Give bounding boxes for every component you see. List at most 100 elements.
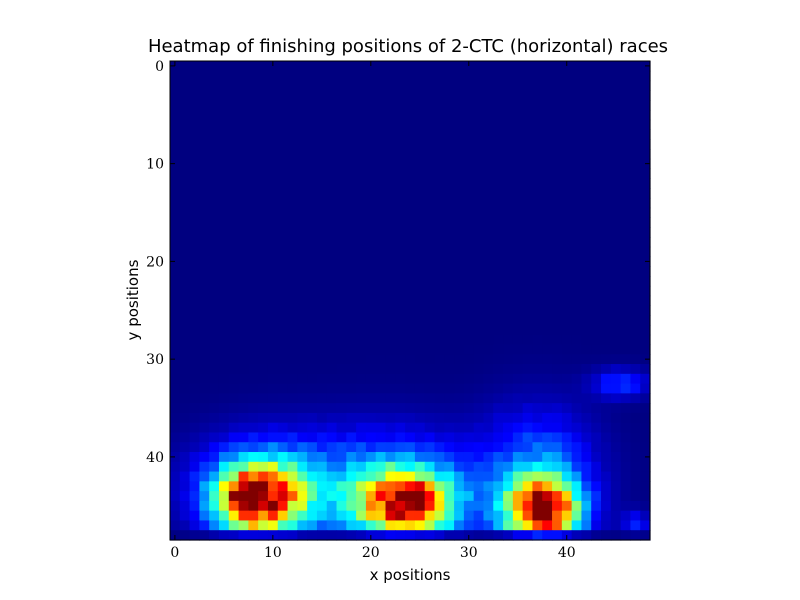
heatmap-cell (189, 461, 200, 473)
heatmap-cell (552, 481, 563, 492)
heatmap-cell (238, 344, 249, 355)
heatmap-cell (346, 373, 357, 385)
heatmap-cell (581, 276, 592, 287)
heatmap-cell (405, 109, 416, 121)
heatmap-cell (199, 500, 210, 512)
heatmap-cell (336, 168, 347, 179)
heatmap-cell (571, 227, 583, 238)
heatmap-cell (414, 471, 426, 482)
heatmap-cell (209, 285, 220, 297)
heatmap-cell (414, 80, 426, 91)
heatmap-cell (316, 403, 328, 414)
heatmap-cell (444, 285, 455, 297)
heatmap-cell (258, 442, 269, 453)
heatmap-cell (591, 158, 602, 170)
heatmap-cell (630, 129, 641, 140)
heatmap-cell (307, 285, 318, 297)
heatmap-cell (581, 295, 592, 306)
heatmap-cell (512, 520, 524, 531)
heatmap-cell (258, 520, 269, 531)
heatmap-cell (326, 364, 338, 375)
heatmap-cell (601, 90, 612, 101)
heatmap-cell (218, 393, 230, 404)
heatmap-cell (287, 334, 298, 346)
heatmap-cell (375, 129, 387, 140)
heatmap-cell (179, 276, 191, 287)
heatmap-cell (170, 256, 181, 267)
heatmap-cell (248, 256, 259, 267)
heatmap-cell (316, 256, 328, 267)
heatmap-cell (228, 334, 240, 346)
heatmap-cell (434, 432, 445, 443)
heatmap-cell (258, 276, 269, 287)
heatmap-cell (395, 285, 406, 297)
heatmap-cell (552, 90, 563, 101)
heatmap-cell (424, 158, 436, 170)
heatmap-cell (444, 236, 455, 248)
heatmap-cell (630, 236, 641, 248)
heatmap-cell (385, 520, 396, 531)
heatmap-cell (522, 168, 534, 179)
heatmap-cell (503, 393, 514, 404)
heatmap-cell (287, 129, 298, 140)
heatmap-cell (297, 256, 308, 267)
heatmap-cell (199, 168, 210, 179)
heatmap-cell (405, 266, 416, 277)
heatmap-cell (522, 256, 534, 267)
heatmap-cell (444, 344, 455, 355)
heatmap-cell (277, 188, 289, 199)
heatmap-cell (473, 197, 485, 209)
heatmap-cell (493, 383, 504, 394)
heatmap-cell (463, 305, 475, 316)
heatmap-cell (267, 354, 279, 365)
heatmap-cell (375, 520, 387, 531)
heatmap-cell (277, 109, 289, 121)
heatmap-cell (336, 246, 347, 258)
heatmap-cell (552, 510, 563, 522)
heatmap-cell (542, 246, 553, 258)
heatmap-cell (189, 148, 200, 160)
heatmap-cell (326, 217, 338, 228)
heatmap-cell (610, 207, 622, 219)
heatmap-cell (385, 354, 396, 365)
heatmap-cell (512, 383, 524, 394)
heatmap-cell (238, 207, 249, 219)
heatmap-cell (189, 276, 200, 287)
heatmap-cell (218, 227, 230, 238)
heatmap-cell (630, 80, 641, 91)
heatmap-cell (512, 510, 524, 522)
heatmap-cell (326, 461, 338, 473)
heatmap-cell (552, 266, 563, 277)
heatmap-cell (620, 393, 632, 404)
heatmap-cell (218, 373, 230, 385)
heatmap-cell (493, 412, 504, 424)
heatmap-cell (620, 217, 632, 228)
heatmap-cell (209, 530, 220, 541)
heatmap-cell (385, 148, 396, 160)
heatmap-cell (385, 530, 396, 541)
heatmap-cell (444, 305, 455, 316)
heatmap-cell (434, 403, 445, 414)
heatmap-cell (601, 491, 612, 502)
heatmap-cell (395, 334, 406, 346)
heatmap-cell (395, 344, 406, 355)
heatmap-cell (395, 295, 406, 306)
heatmap-cell (307, 70, 318, 82)
heatmap-cell (454, 422, 465, 434)
heatmap-cell (424, 412, 436, 424)
heatmap-cell (414, 236, 426, 248)
heatmap-cell (532, 520, 543, 531)
heatmap-cell (532, 80, 543, 91)
heatmap-cell (463, 188, 475, 199)
heatmap-cell (591, 422, 602, 434)
heatmap-cell (424, 461, 436, 473)
heatmap-cell (258, 452, 269, 463)
heatmap-cell (571, 373, 583, 385)
heatmap-cell (512, 100, 524, 111)
heatmap-cell (199, 90, 210, 101)
heatmap-cell (581, 80, 592, 91)
heatmap-cell (375, 354, 387, 365)
heatmap-cell (581, 256, 592, 267)
heatmap-cell (209, 354, 220, 365)
heatmap-cell (199, 324, 210, 336)
